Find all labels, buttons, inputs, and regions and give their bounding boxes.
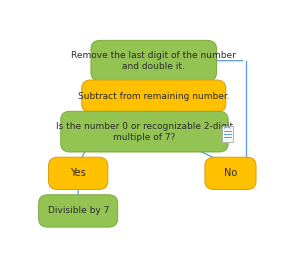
FancyBboxPatch shape [82, 80, 226, 112]
FancyBboxPatch shape [222, 126, 233, 142]
Text: Subtract from remaining number.: Subtract from remaining number. [78, 92, 230, 101]
FancyBboxPatch shape [205, 157, 256, 189]
FancyBboxPatch shape [39, 195, 118, 227]
Text: No: No [224, 168, 237, 178]
Text: Is the number 0 or recognizable 2-digit
multiple of 7?: Is the number 0 or recognizable 2-digit … [56, 122, 233, 142]
FancyBboxPatch shape [61, 111, 228, 152]
Text: Yes: Yes [70, 168, 86, 178]
Text: Remove the last digit of the number
and double it.: Remove the last digit of the number and … [71, 51, 236, 71]
FancyBboxPatch shape [49, 157, 108, 189]
Text: Divisible by 7: Divisible by 7 [47, 207, 109, 215]
FancyBboxPatch shape [91, 40, 217, 81]
